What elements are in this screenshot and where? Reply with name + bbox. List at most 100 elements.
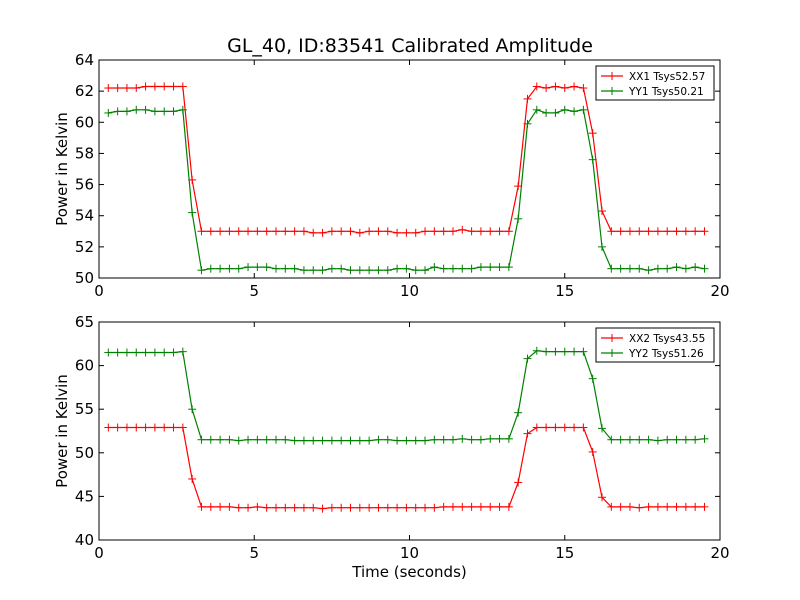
data-point bbox=[160, 107, 169, 116]
data-point bbox=[365, 503, 374, 512]
data-point bbox=[495, 227, 504, 236]
data-point bbox=[467, 435, 476, 444]
data-point bbox=[607, 502, 616, 511]
data-point bbox=[532, 105, 541, 114]
data-point bbox=[402, 228, 411, 237]
legend-label: YY2 Tsys51.26 bbox=[628, 348, 704, 360]
data-point bbox=[299, 503, 308, 512]
data-point bbox=[393, 503, 402, 512]
series-1 bbox=[104, 423, 709, 513]
data-point bbox=[523, 119, 532, 128]
data-point bbox=[318, 266, 327, 275]
y-tick-label: 65 bbox=[75, 313, 94, 331]
data-point bbox=[570, 82, 579, 91]
data-point bbox=[542, 347, 551, 356]
y-tick-label: 62 bbox=[75, 82, 94, 100]
data-point bbox=[411, 266, 420, 275]
data-point bbox=[653, 502, 662, 511]
data-point bbox=[393, 436, 402, 445]
data-point bbox=[197, 502, 206, 511]
legend-box bbox=[595, 65, 715, 101]
data-point bbox=[197, 266, 206, 275]
data-point bbox=[691, 502, 700, 511]
data-point bbox=[188, 208, 197, 217]
data-point bbox=[150, 348, 159, 357]
data-point bbox=[625, 502, 634, 511]
data-point bbox=[262, 503, 271, 512]
data-point bbox=[607, 435, 616, 444]
data-point bbox=[374, 503, 383, 512]
data-point bbox=[234, 227, 243, 236]
data-point bbox=[523, 94, 532, 103]
legend-entry: XX2 Tsys43.55 bbox=[601, 333, 705, 345]
data-point bbox=[635, 264, 644, 273]
data-point bbox=[560, 347, 569, 356]
data-point bbox=[132, 105, 141, 114]
data-point bbox=[383, 227, 392, 236]
data-point bbox=[355, 266, 364, 275]
data-point bbox=[644, 227, 653, 236]
data-point bbox=[430, 435, 439, 444]
data-point bbox=[383, 266, 392, 275]
data-point bbox=[346, 227, 355, 236]
data-point bbox=[616, 264, 625, 273]
data-point bbox=[327, 264, 336, 273]
data-point bbox=[365, 266, 374, 275]
legend-label: XX2 Tsys43.55 bbox=[629, 333, 705, 345]
data-point bbox=[616, 502, 625, 511]
data-point bbox=[560, 84, 569, 93]
data-point bbox=[234, 264, 243, 273]
data-point bbox=[700, 227, 709, 236]
data-point bbox=[281, 264, 290, 273]
data-point bbox=[421, 503, 430, 512]
data-point bbox=[197, 435, 206, 444]
data-point bbox=[327, 436, 336, 445]
data-point bbox=[122, 348, 131, 357]
data-point bbox=[495, 502, 504, 511]
data-point bbox=[346, 266, 355, 275]
data-point bbox=[383, 503, 392, 512]
data-point bbox=[281, 503, 290, 512]
data-point bbox=[178, 423, 187, 432]
data-point bbox=[104, 423, 113, 432]
data-point bbox=[598, 424, 607, 433]
data-point bbox=[150, 82, 159, 91]
data-point bbox=[225, 227, 234, 236]
data-point bbox=[458, 264, 467, 273]
data-point bbox=[486, 502, 495, 511]
y-tick-label: 64 bbox=[75, 51, 94, 69]
y-tick-label: 52 bbox=[75, 238, 94, 256]
x-tick-label: 15 bbox=[555, 282, 574, 300]
x-tick-label: 15 bbox=[555, 544, 574, 562]
data-point bbox=[281, 435, 290, 444]
data-point bbox=[551, 82, 560, 91]
data-point bbox=[253, 502, 262, 511]
data-point bbox=[113, 423, 122, 432]
x-axis-label: Time (seconds) bbox=[351, 563, 467, 581]
data-point bbox=[290, 436, 299, 445]
data-point bbox=[318, 436, 327, 445]
data-point bbox=[150, 107, 159, 116]
data-point bbox=[514, 478, 523, 487]
data-point bbox=[570, 107, 579, 116]
data-point bbox=[700, 434, 709, 443]
data-point bbox=[644, 502, 653, 511]
data-point bbox=[532, 423, 541, 432]
data-point bbox=[225, 502, 234, 511]
data-point bbox=[188, 474, 197, 483]
data-point bbox=[653, 227, 662, 236]
data-point bbox=[262, 435, 271, 444]
data-point bbox=[625, 264, 634, 273]
data-point bbox=[337, 264, 346, 273]
data-point bbox=[588, 129, 597, 138]
data-point bbox=[327, 503, 336, 512]
data-point bbox=[672, 435, 681, 444]
data-point bbox=[309, 266, 318, 275]
data-point bbox=[514, 214, 523, 223]
data-point bbox=[206, 227, 215, 236]
data-point bbox=[504, 434, 513, 443]
data-point bbox=[588, 374, 597, 383]
data-point bbox=[318, 504, 327, 513]
data-point bbox=[663, 264, 672, 273]
data-point bbox=[253, 435, 262, 444]
